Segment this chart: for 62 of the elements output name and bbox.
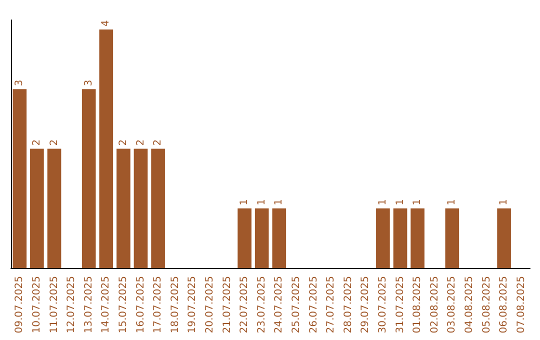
- x-tick-label: 11.07.2025: [48, 276, 60, 334]
- data-label: 3: [14, 80, 26, 86]
- x-tick-label: 04.08.2025: [464, 276, 475, 334]
- x-tick-label: 07.08.2025: [516, 276, 527, 334]
- x-tick-label: 27.07.2025: [326, 276, 337, 334]
- x-tick-label: 02.08.2025: [429, 276, 440, 334]
- x-tick-label: 10.07.2025: [31, 276, 42, 334]
- data-label: 3: [83, 80, 94, 86]
- x-tick-label: 12.07.2025: [66, 276, 78, 334]
- bar: [12, 89, 27, 268]
- data-label: 2: [135, 139, 146, 146]
- bar: [30, 148, 44, 268]
- bar: [82, 89, 96, 268]
- x-tick-label: 29.07.2025: [360, 276, 372, 334]
- bar: [497, 208, 511, 268]
- data-label: 4: [100, 20, 112, 27]
- bar: [47, 148, 62, 268]
- x-tick-label: 21.07.2025: [222, 276, 233, 334]
- x-tick-label: 18.07.2025: [170, 276, 181, 334]
- data-label: 1: [256, 199, 268, 206]
- x-tick-label: 09.07.2025: [14, 276, 26, 334]
- x-tick-label: 26.07.2025: [308, 276, 320, 334]
- x-tick-label: 01.08.2025: [412, 276, 424, 334]
- bar: [410, 208, 424, 268]
- data-label: 2: [152, 139, 164, 146]
- x-tick-label: 14.07.2025: [100, 276, 112, 334]
- x-tick-label: 28.07.2025: [342, 276, 354, 334]
- bar: [254, 208, 269, 268]
- data-label: 1: [239, 199, 250, 206]
- bar: [238, 208, 252, 268]
- x-tick-label: 05.08.2025: [481, 276, 492, 334]
- bar: [393, 208, 408, 268]
- x-tick-label: 15.07.2025: [118, 276, 129, 334]
- data-label: 1: [394, 199, 406, 206]
- x-tick-label: 20.07.2025: [204, 276, 216, 334]
- x-tick-label: 17.07.2025: [152, 276, 164, 334]
- x-tick-label: 24.07.2025: [274, 276, 285, 334]
- x-tick-label: 23.07.2025: [256, 276, 268, 334]
- x-tick-label: 31.07.2025: [394, 276, 406, 334]
- bar: [376, 208, 390, 268]
- x-tick-label: 30.07.2025: [377, 276, 388, 334]
- data-label: 2: [118, 139, 129, 146]
- data-label: 2: [31, 139, 42, 146]
- data-label: 1: [377, 199, 388, 206]
- x-tick-label: 13.07.2025: [83, 276, 94, 334]
- bar: [134, 148, 148, 268]
- data-label: 1: [274, 199, 285, 206]
- bar: [99, 30, 114, 268]
- data-label: 1: [412, 199, 424, 206]
- bar: [151, 148, 165, 268]
- x-tick-label: 19.07.2025: [187, 276, 198, 334]
- x-tick-label: 25.07.2025: [290, 276, 302, 334]
- bar: [272, 208, 286, 268]
- x-tick-label: 16.07.2025: [135, 276, 146, 334]
- x-tick-label: 06.08.2025: [498, 276, 510, 334]
- x-tick-label: 22.07.2025: [239, 276, 250, 334]
- bar: [445, 208, 460, 268]
- data-label: 1: [498, 199, 510, 206]
- bar: [116, 148, 130, 268]
- x-tick-label: 03.08.2025: [446, 276, 458, 334]
- data-label: 2: [48, 139, 60, 146]
- data-label: 1: [446, 199, 458, 206]
